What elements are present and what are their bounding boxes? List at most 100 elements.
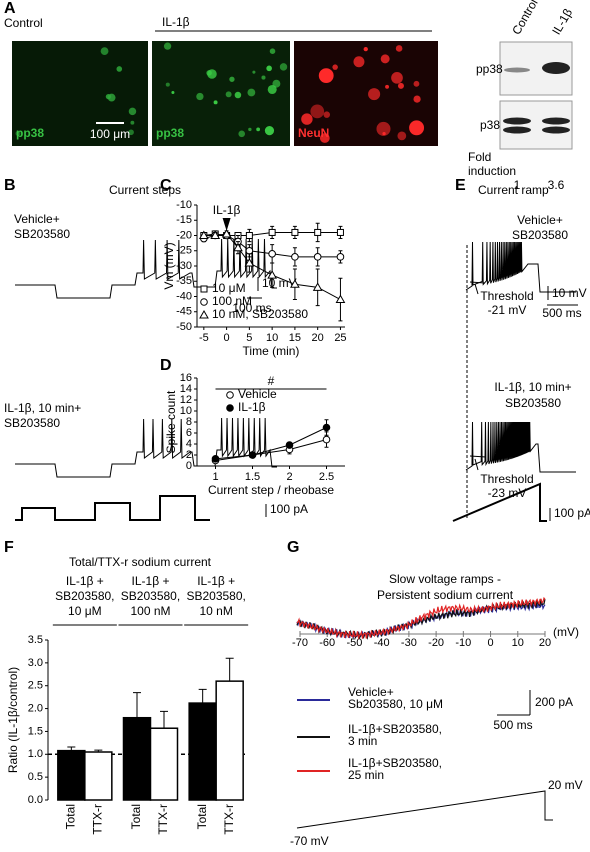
marker <box>245 232 253 239</box>
marker <box>211 455 220 463</box>
y-tick-label: -10 <box>176 199 192 211</box>
bar <box>215 680 244 801</box>
x-axis-label: Current step / rheobase <box>208 483 334 497</box>
legend-marker <box>200 298 208 306</box>
x-tick-label: 10 <box>512 637 524 649</box>
marker <box>322 435 331 444</box>
panel-title: Current steps <box>109 183 181 197</box>
y-tick-label: 4 <box>186 438 192 450</box>
marker <box>221 228 232 238</box>
error-bar <box>225 657 234 682</box>
cell <box>353 56 365 68</box>
cell <box>15 130 21 136</box>
cell <box>319 133 330 143</box>
group-label: SB203580, <box>55 589 114 603</box>
x-tick-label: 20 <box>539 637 551 649</box>
cell <box>128 129 134 136</box>
condition-label: Vehicle+ <box>517 213 563 227</box>
fold-value: 3.6 <box>548 178 565 192</box>
legend-marker <box>199 309 209 319</box>
marker <box>267 270 278 279</box>
bar <box>149 727 179 801</box>
cell <box>266 65 272 72</box>
x-tick-label: -5 <box>199 332 209 344</box>
x-tick-label: 0 <box>224 332 230 344</box>
marker <box>245 246 254 255</box>
legend-label: IL-1β+SB203580, <box>348 756 442 770</box>
y-tick-label: -30 <box>176 260 192 272</box>
micrograph <box>12 41 148 146</box>
y-tick-label: -40 <box>176 290 192 302</box>
cell <box>256 127 261 132</box>
marker <box>210 230 221 239</box>
x-tick-label: TTX-r <box>156 804 170 835</box>
scale-label: 500 ms <box>493 718 532 732</box>
y-tick-label: 14 <box>180 383 192 395</box>
annotation: IL-1β <box>213 203 241 217</box>
bar <box>122 716 152 801</box>
bar <box>57 749 86 801</box>
row-label: p38 <box>480 118 500 132</box>
legend-label: IL-1β <box>238 400 266 414</box>
legend-label: Vehicle <box>238 387 277 401</box>
threshold-label: Threshold <box>480 289 533 303</box>
cell <box>318 68 334 84</box>
scale-label: 10 mV <box>552 286 587 300</box>
legend-label: 10 nM, SB203580 <box>212 307 308 321</box>
cell <box>165 82 170 87</box>
marker <box>335 294 346 304</box>
cell <box>301 113 313 125</box>
group-label: Control <box>4 16 43 30</box>
scale-label: 100 μm <box>90 127 130 141</box>
band <box>542 117 570 125</box>
cell <box>391 71 403 84</box>
marker <box>336 253 345 261</box>
legend-marker <box>200 285 208 293</box>
cell <box>128 107 137 116</box>
fold-value: 1 <box>514 178 521 192</box>
x-tick-label: Total <box>195 804 209 829</box>
group-label: IL-1β + <box>197 574 235 588</box>
legend-label: Vehicle+ <box>348 685 394 699</box>
group-label: 10 nM <box>199 604 232 618</box>
cell <box>171 90 175 94</box>
error-bar <box>160 710 168 729</box>
y-tick-label: -25 <box>176 245 192 257</box>
y-tick-label: 0 <box>186 460 192 472</box>
threshold-arrow <box>469 455 487 471</box>
cell <box>247 88 256 97</box>
current-protocol <box>15 495 210 521</box>
threshold-label: Threshold <box>480 472 533 486</box>
threshold-label: -21 mV <box>488 303 527 317</box>
x-tick-label: Total <box>129 804 143 829</box>
y-tick-label: 0.0 <box>28 794 43 806</box>
group-label: SB203580, <box>186 589 245 603</box>
condition-label: SB203580 <box>4 416 60 430</box>
y-tick-label: 16 <box>180 372 192 384</box>
group-label: IL-1β + <box>132 574 170 588</box>
y-tick-label: -20 <box>176 229 192 241</box>
x-tick-label: 0 <box>487 637 493 649</box>
y-tick-label: 10 <box>180 405 192 417</box>
cell <box>163 42 172 50</box>
cell <box>413 80 420 87</box>
cell <box>397 82 404 89</box>
cell <box>272 79 281 88</box>
cell <box>100 47 109 56</box>
group-label: IL-1β <box>162 15 190 29</box>
current-protocol <box>452 482 547 522</box>
panel-title: Current ramp <box>478 183 549 197</box>
voltage-protocol <box>296 790 553 829</box>
axis-unit: (mV) <box>553 625 579 639</box>
y-tick-label: 6 <box>186 427 192 439</box>
legend-label: 10 μM <box>212 281 246 295</box>
marker <box>313 253 322 261</box>
legend-marker <box>226 404 234 412</box>
cell <box>213 100 218 105</box>
x-tick-label: -40 <box>374 637 390 649</box>
cell <box>261 75 266 80</box>
band <box>503 126 531 134</box>
panel-letter: G <box>287 539 299 556</box>
y-tick-label: -15 <box>176 214 192 226</box>
x-tick-label: 25 <box>334 332 346 344</box>
